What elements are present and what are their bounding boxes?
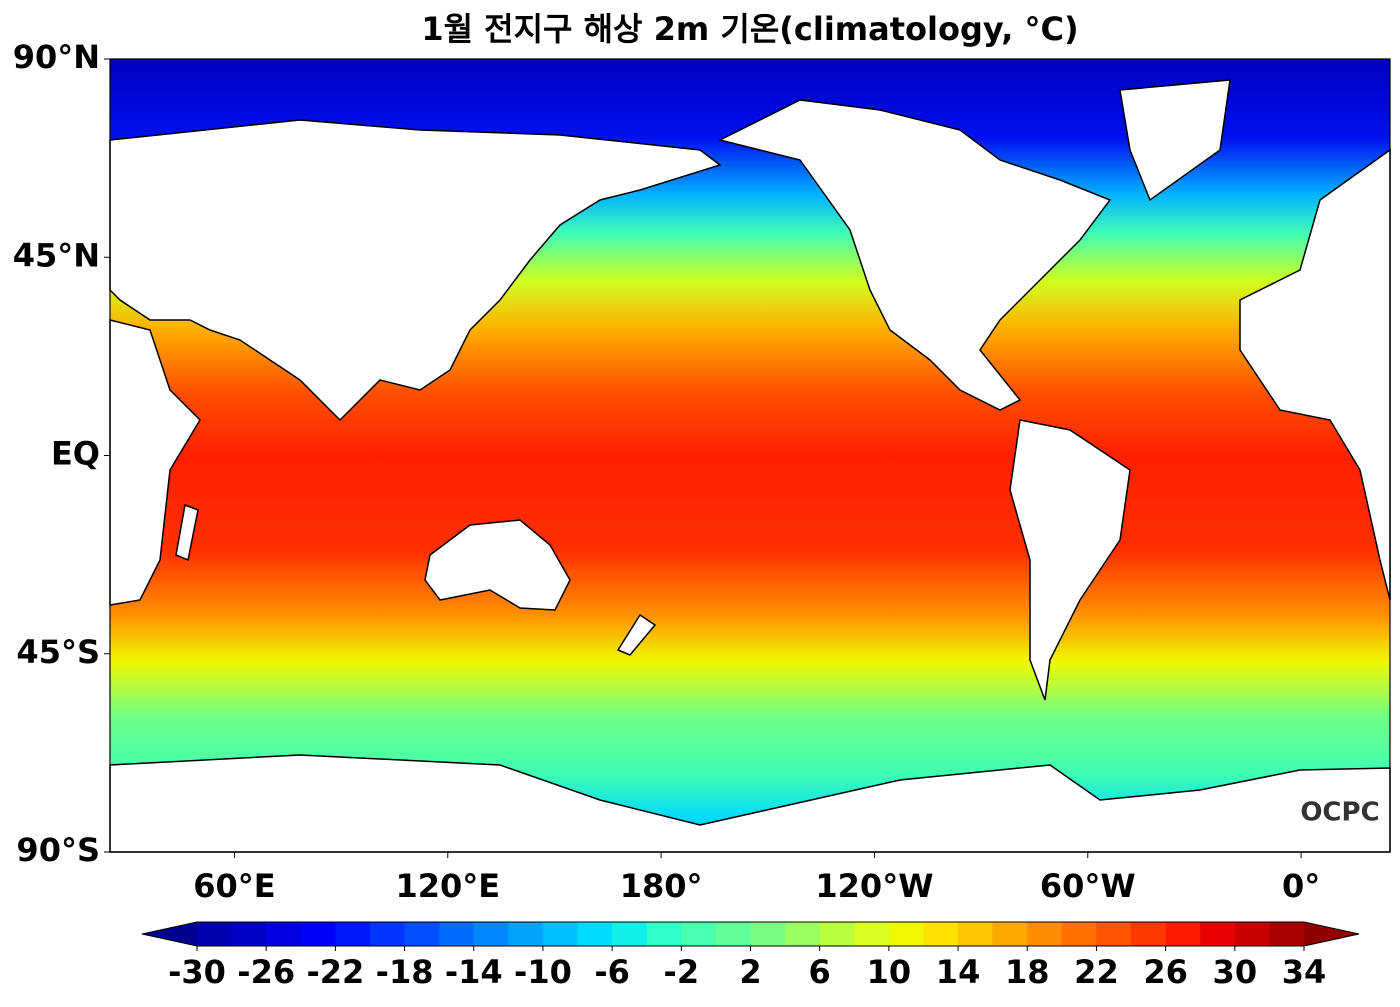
colorbar-box (1269, 922, 1305, 946)
colorbar-box (1165, 922, 1201, 946)
colorbar-box (750, 922, 786, 946)
colorbar-box (231, 922, 267, 946)
greenland (1119, 79, 1231, 202)
y-tick-label: 45°N (13, 236, 100, 274)
colorbar-box (854, 922, 890, 946)
colorbar-box (300, 922, 336, 946)
colorbar-box (473, 922, 509, 946)
colorbar-tick-label: -18 (376, 953, 434, 991)
north-america (717, 99, 1112, 411)
colorbar-box (404, 922, 440, 946)
colorbar-box (785, 922, 821, 946)
x-tick-label: 60°W (1040, 867, 1136, 905)
y-tick-label: 90°S (16, 831, 100, 869)
south-america (1009, 419, 1131, 701)
colorbar-tick-label: 22 (1074, 953, 1119, 991)
colorbar-box (1234, 922, 1270, 946)
colorbar-tick-label: -14 (445, 953, 503, 991)
colorbar-tick-label: 26 (1143, 953, 1188, 991)
x-tick-label: 0° (1282, 867, 1320, 905)
colorbar-box (1027, 922, 1063, 946)
colorbar-tick-label: 18 (1005, 953, 1050, 991)
colorbar-box (266, 922, 302, 946)
y-tick-label: 90°N (13, 38, 100, 76)
colorbar-box (715, 922, 751, 946)
colorbar-tick-label: 30 (1213, 953, 1258, 991)
madagascar (175, 503, 199, 562)
colorbar-box (958, 922, 994, 946)
colorbar-tick-label: 10 (867, 953, 912, 991)
colorbar-box (1200, 922, 1236, 946)
colorbar-box (335, 922, 371, 946)
colorbar-box (992, 922, 1028, 946)
colorbar-extend-high (1304, 922, 1359, 946)
x-tick-label: 120°W (815, 867, 933, 905)
colorbar-box (439, 922, 475, 946)
colorbar-box (646, 922, 682, 946)
australia (424, 519, 571, 611)
x-tick-label: 180° (620, 867, 703, 905)
colorbar-tick-label: -22 (306, 953, 364, 991)
colorbar-tick-label: -26 (237, 953, 295, 991)
y-tick-label: EQ (51, 435, 100, 473)
colorbar-box (681, 922, 717, 946)
colorbar-tick-label: -30 (168, 953, 226, 991)
colorbar-tick-label: 34 (1282, 953, 1327, 991)
colorbar-box (923, 922, 959, 946)
colorbar-box (542, 922, 579, 946)
colorbar-box (577, 922, 613, 946)
new-zealand (616, 613, 657, 656)
logo: OCPC (1300, 798, 1379, 828)
colorbar-tick-label: -2 (664, 953, 700, 991)
y-tick-label: 45°S (16, 633, 100, 671)
colorbar-tick-label: -6 (594, 953, 630, 991)
colorbar-box (612, 922, 648, 946)
colorbar-box (508, 922, 544, 946)
map-area (109, 58, 1391, 853)
africa-europe-west (1239, 148, 1391, 601)
x-tick-label: 60°E (193, 867, 275, 905)
colorbar-box (819, 922, 855, 946)
africa-east (109, 319, 201, 606)
colorbar-box (1131, 922, 1167, 946)
colorbar-tick-label: 6 (809, 953, 831, 991)
colorbar-tick-label: -10 (514, 953, 572, 991)
colorbar-extend-low (142, 922, 197, 946)
map-title: 1월 전지구 해상 2m 기온(climatology, °C) (421, 10, 1078, 48)
colorbar-box (888, 922, 924, 946)
asia-europe (109, 119, 722, 422)
colorbar-box (197, 922, 233, 946)
colorbar-box (1061, 922, 1097, 946)
colorbar-box (1096, 922, 1132, 946)
x-tick-label: 120°E (395, 867, 500, 905)
colorbar-tick-label: 14 (936, 953, 981, 991)
colorbar-box (369, 922, 406, 946)
colorbar-tick-label: 2 (739, 953, 761, 991)
